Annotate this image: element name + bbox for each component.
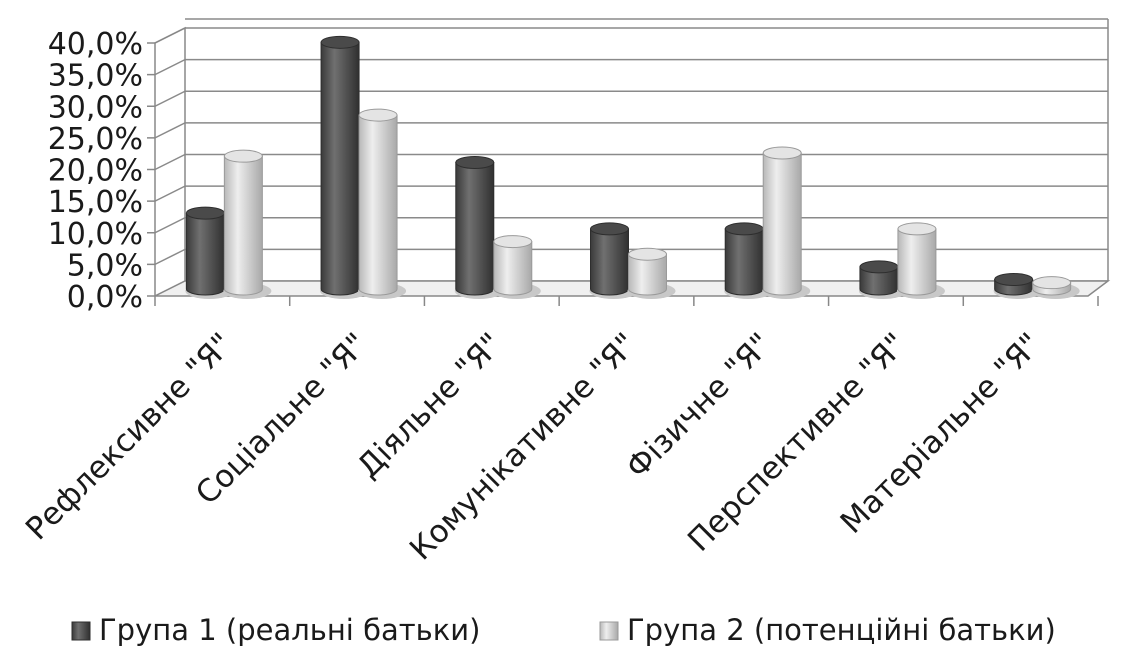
bar-series2-4: [627, 247, 676, 299]
bar-series2-7: [1031, 276, 1080, 299]
x-tick-label-4: Комунікативне "Я": [403, 326, 644, 567]
bar-series1-6: [858, 260, 907, 299]
bar-series1-4: [589, 222, 638, 299]
gridline-diagonal: [154, 248, 186, 266]
bar-series1-7: [993, 273, 1042, 299]
x-tick-label-6: Перспективне "Я": [681, 326, 914, 559]
gridline-diagonal: [154, 185, 186, 202]
legend-swatch: [599, 621, 619, 641]
y-tick-label: 30,0%: [48, 90, 143, 125]
y-tick-label: 35,0%: [48, 59, 143, 94]
y-tick-label: 0,0%: [67, 280, 143, 315]
y-tick-label: 25,0%: [48, 122, 143, 157]
bar-series2-5: [762, 146, 811, 299]
gridline-diagonal: [154, 217, 186, 234]
bar-series2-6: [896, 222, 945, 299]
y-tick-label: 10,0%: [48, 217, 143, 252]
bar-series2-1: [223, 149, 272, 299]
legend: Група 1 (реальні батьки) Група 2 (потенці…: [71, 613, 1056, 647]
y-tick-labels: 0,0%5,0%10,0%15,0%20,0%25,0%30,0%35,0%40…: [48, 27, 143, 315]
legend-swatch: [71, 621, 91, 641]
bar-series1-3: [454, 156, 503, 299]
gridline-diagonal: [154, 122, 186, 139]
y-tick-label: 40,0%: [48, 27, 143, 62]
bar-series1-5: [724, 222, 773, 299]
gridline-diagonal: [154, 153, 186, 171]
bar-series2-3: [492, 235, 541, 299]
x-tick-labels: Рефлексивне "Я"Соціальне "Я"Діяльне "Я"К…: [19, 326, 1048, 567]
y-tick-label: 15,0%: [48, 185, 143, 220]
y-tick-label: 5,0%: [67, 248, 143, 283]
legend-item-1: Група 1 (реальні батьки): [71, 613, 480, 647]
bars: [185, 35, 1080, 299]
legend-label: Група 2 (потенційні батьки): [627, 613, 1056, 647]
x-tick-label-1: Рефлексивне "Я": [19, 326, 240, 547]
gridline-diagonal: [154, 90, 186, 107]
y-tick-label: 20,0%: [48, 154, 143, 189]
legend-item-2: Група 2 (потенційні батьки): [599, 613, 1056, 647]
bar-series2-2: [358, 108, 407, 299]
gridline-diagonal: [154, 58, 186, 76]
legend-label: Група 1 (реальні батьки): [99, 613, 480, 647]
